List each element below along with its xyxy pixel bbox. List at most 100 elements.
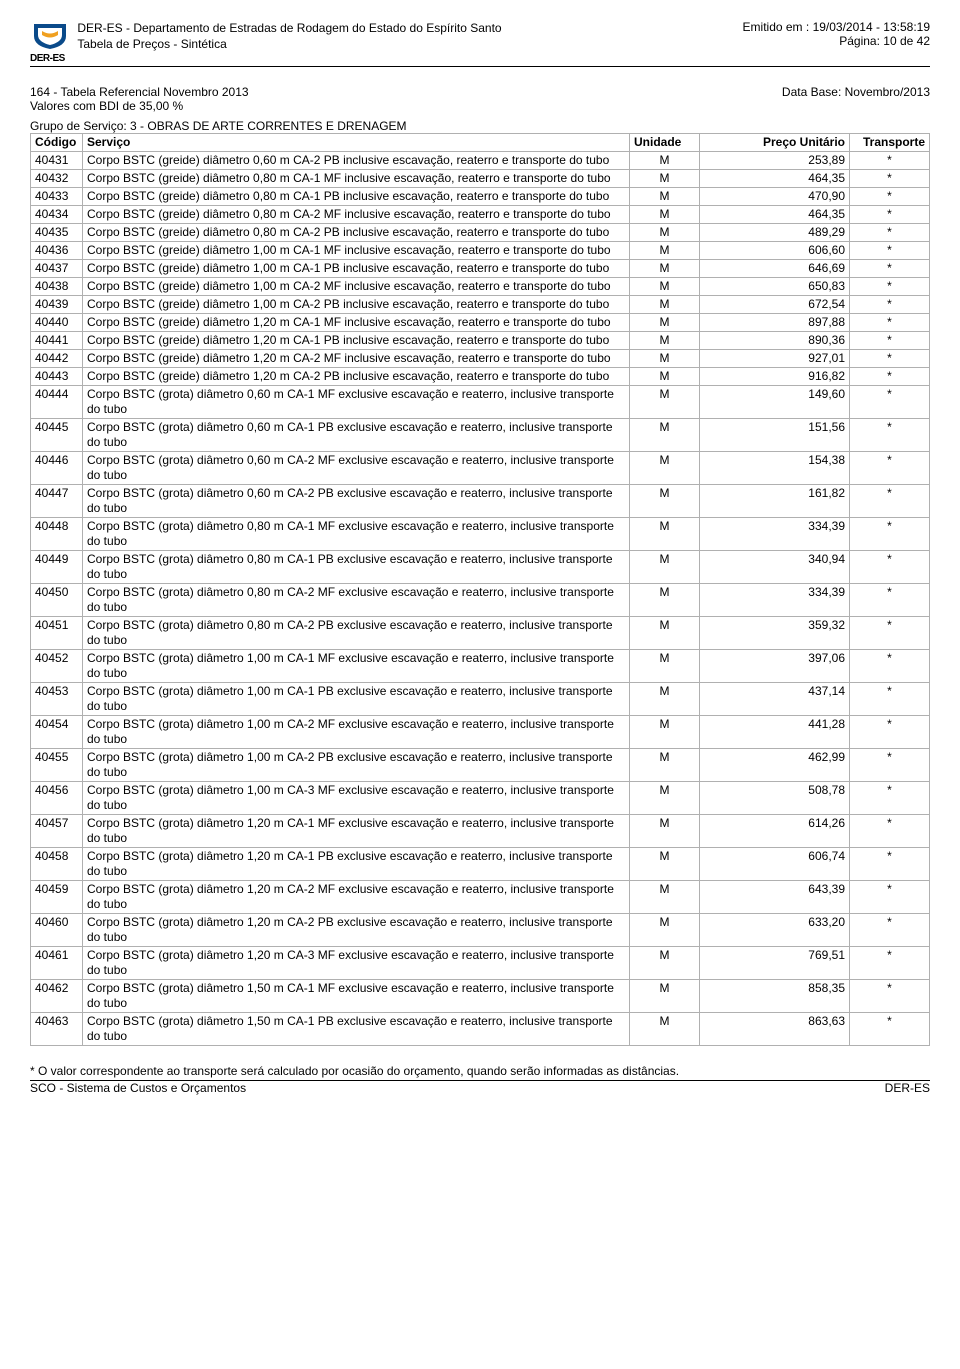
cell-unidade: M bbox=[630, 782, 700, 815]
cell-unidade: M bbox=[630, 518, 700, 551]
table-row: 40450Corpo BSTC (grota) diâmetro 0,80 m … bbox=[31, 584, 930, 617]
cell-transporte: * bbox=[850, 419, 930, 452]
cell-servico: Corpo BSTC (grota) diâmetro 0,80 m CA-2 … bbox=[83, 584, 630, 617]
cell-servico: Corpo BSTC (greide) diâmetro 0,80 m CA-2… bbox=[83, 206, 630, 224]
table-row: 40462Corpo BSTC (grota) diâmetro 1,50 m … bbox=[31, 980, 930, 1013]
cell-codigo: 40460 bbox=[31, 914, 83, 947]
cell-codigo: 40463 bbox=[31, 1013, 83, 1046]
cell-servico: Corpo BSTC (grota) diâmetro 0,80 m CA-2 … bbox=[83, 617, 630, 650]
cell-transporte: * bbox=[850, 260, 930, 278]
page-value: 10 de 42 bbox=[883, 34, 930, 48]
table-row: 40456Corpo BSTC (grota) diâmetro 1,00 m … bbox=[31, 782, 930, 815]
cell-codigo: 40458 bbox=[31, 848, 83, 881]
cell-unidade: M bbox=[630, 716, 700, 749]
cell-unidade: M bbox=[630, 815, 700, 848]
cell-preco: 650,83 bbox=[700, 278, 850, 296]
table-row: 40436Corpo BSTC (greide) diâmetro 1,00 m… bbox=[31, 242, 930, 260]
der-es-logo: DER-ES bbox=[30, 22, 70, 64]
cell-transporte: * bbox=[850, 749, 930, 782]
cell-codigo: 40444 bbox=[31, 386, 83, 419]
cell-unidade: M bbox=[630, 386, 700, 419]
cell-unidade: M bbox=[630, 914, 700, 947]
cell-unidade: M bbox=[630, 350, 700, 368]
cell-preco: 916,82 bbox=[700, 368, 850, 386]
table-body: 40431Corpo BSTC (greide) diâmetro 0,60 m… bbox=[31, 152, 930, 1046]
table-row: 40451Corpo BSTC (grota) diâmetro 0,80 m … bbox=[31, 617, 930, 650]
cell-transporte: * bbox=[850, 278, 930, 296]
cell-servico: Corpo BSTC (grota) diâmetro 1,20 m CA-1 … bbox=[83, 848, 630, 881]
cell-unidade: M bbox=[630, 485, 700, 518]
table-row: 40454Corpo BSTC (grota) diâmetro 1,00 m … bbox=[31, 716, 930, 749]
cell-servico: Corpo BSTC (greide) diâmetro 1,00 m CA-2… bbox=[83, 296, 630, 314]
cell-transporte: * bbox=[850, 332, 930, 350]
cell-preco: 489,29 bbox=[700, 224, 850, 242]
cell-preco: 646,69 bbox=[700, 260, 850, 278]
cell-unidade: M bbox=[630, 617, 700, 650]
cell-codigo: 40431 bbox=[31, 152, 83, 170]
table-row: 40438Corpo BSTC (greide) diâmetro 1,00 m… bbox=[31, 278, 930, 296]
cell-servico: Corpo BSTC (greide) diâmetro 1,00 m CA-1… bbox=[83, 242, 630, 260]
cell-codigo: 40454 bbox=[31, 716, 83, 749]
database-value: Novembro/2013 bbox=[845, 85, 930, 99]
table-row: 40461Corpo BSTC (grota) diâmetro 1,20 m … bbox=[31, 947, 930, 980]
cell-codigo: 40446 bbox=[31, 452, 83, 485]
cell-preco: 464,35 bbox=[700, 170, 850, 188]
cell-unidade: M bbox=[630, 206, 700, 224]
cell-unidade: M bbox=[630, 452, 700, 485]
cell-codigo: 40437 bbox=[31, 260, 83, 278]
shield-icon bbox=[30, 22, 70, 50]
table-header-row: Código Serviço Unidade Preço Unitário Tr… bbox=[31, 134, 930, 152]
cell-preco: 633,20 bbox=[700, 914, 850, 947]
cell-preco: 359,32 bbox=[700, 617, 850, 650]
meta-left: 164 - Tabela Referencial Novembro 2013 V… bbox=[30, 85, 249, 113]
table-head: Código Serviço Unidade Preço Unitário Tr… bbox=[31, 134, 930, 152]
table-row: 40452Corpo BSTC (grota) diâmetro 1,00 m … bbox=[31, 650, 930, 683]
cell-preco: 154,38 bbox=[700, 452, 850, 485]
cell-transporte: * bbox=[850, 386, 930, 419]
cell-transporte: * bbox=[850, 314, 930, 332]
cell-unidade: M bbox=[630, 584, 700, 617]
cell-preco: 508,78 bbox=[700, 782, 850, 815]
cell-codigo: 40440 bbox=[31, 314, 83, 332]
cell-codigo: 40432 bbox=[31, 170, 83, 188]
cell-preco: 606,60 bbox=[700, 242, 850, 260]
cell-transporte: * bbox=[850, 584, 930, 617]
cell-unidade: M bbox=[630, 242, 700, 260]
cell-codigo: 40450 bbox=[31, 584, 83, 617]
cell-servico: Corpo BSTC (greide) diâmetro 0,80 m CA-1… bbox=[83, 188, 630, 206]
cell-codigo: 40433 bbox=[31, 188, 83, 206]
logo-text: DER-ES bbox=[30, 53, 70, 64]
table-row: 40434Corpo BSTC (greide) diâmetro 0,80 m… bbox=[31, 206, 930, 224]
cell-preco: 437,14 bbox=[700, 683, 850, 716]
cell-preco: 614,26 bbox=[700, 815, 850, 848]
cell-codigo: 40457 bbox=[31, 815, 83, 848]
emitted-line: Emitido em : 19/03/2014 - 13:58:19 bbox=[743, 20, 930, 34]
page-footer: SCO - Sistema de Custos e Orçamentos DER… bbox=[30, 1080, 930, 1095]
cell-transporte: * bbox=[850, 224, 930, 242]
table-row: 40446Corpo BSTC (grota) diâmetro 0,60 m … bbox=[31, 452, 930, 485]
cell-unidade: M bbox=[630, 650, 700, 683]
footer-left: SCO - Sistema de Custos e Orçamentos bbox=[30, 1081, 246, 1095]
col-header-codigo: Código bbox=[31, 134, 83, 152]
col-header-unidade: Unidade bbox=[630, 134, 700, 152]
cell-servico: Corpo BSTC (greide) diâmetro 1,20 m CA-1… bbox=[83, 314, 630, 332]
cell-servico: Corpo BSTC (grota) diâmetro 1,00 m CA-1 … bbox=[83, 683, 630, 716]
cell-servico: Corpo BSTC (greide) diâmetro 1,00 m CA-1… bbox=[83, 260, 630, 278]
cell-servico: Corpo BSTC (grota) diâmetro 1,00 m CA-1 … bbox=[83, 650, 630, 683]
cell-preco: 161,82 bbox=[700, 485, 850, 518]
cell-unidade: M bbox=[630, 152, 700, 170]
cell-preco: 462,99 bbox=[700, 749, 850, 782]
cell-servico: Corpo BSTC (grota) diâmetro 1,00 m CA-3 … bbox=[83, 782, 630, 815]
cell-transporte: * bbox=[850, 848, 930, 881]
cell-servico: Corpo BSTC (greide) diâmetro 1,20 m CA-1… bbox=[83, 332, 630, 350]
doc-title: Tabela de Preços - Sintética bbox=[77, 36, 501, 52]
cell-transporte: * bbox=[850, 485, 930, 518]
cell-codigo: 40441 bbox=[31, 332, 83, 350]
cell-servico: Corpo BSTC (grota) diâmetro 0,80 m CA-1 … bbox=[83, 551, 630, 584]
cell-preco: 470,90 bbox=[700, 188, 850, 206]
cell-preco: 334,39 bbox=[700, 518, 850, 551]
cell-servico: Corpo BSTC (grota) diâmetro 1,00 m CA-2 … bbox=[83, 716, 630, 749]
cell-codigo: 40443 bbox=[31, 368, 83, 386]
cell-codigo: 40447 bbox=[31, 485, 83, 518]
cell-codigo: 40453 bbox=[31, 683, 83, 716]
